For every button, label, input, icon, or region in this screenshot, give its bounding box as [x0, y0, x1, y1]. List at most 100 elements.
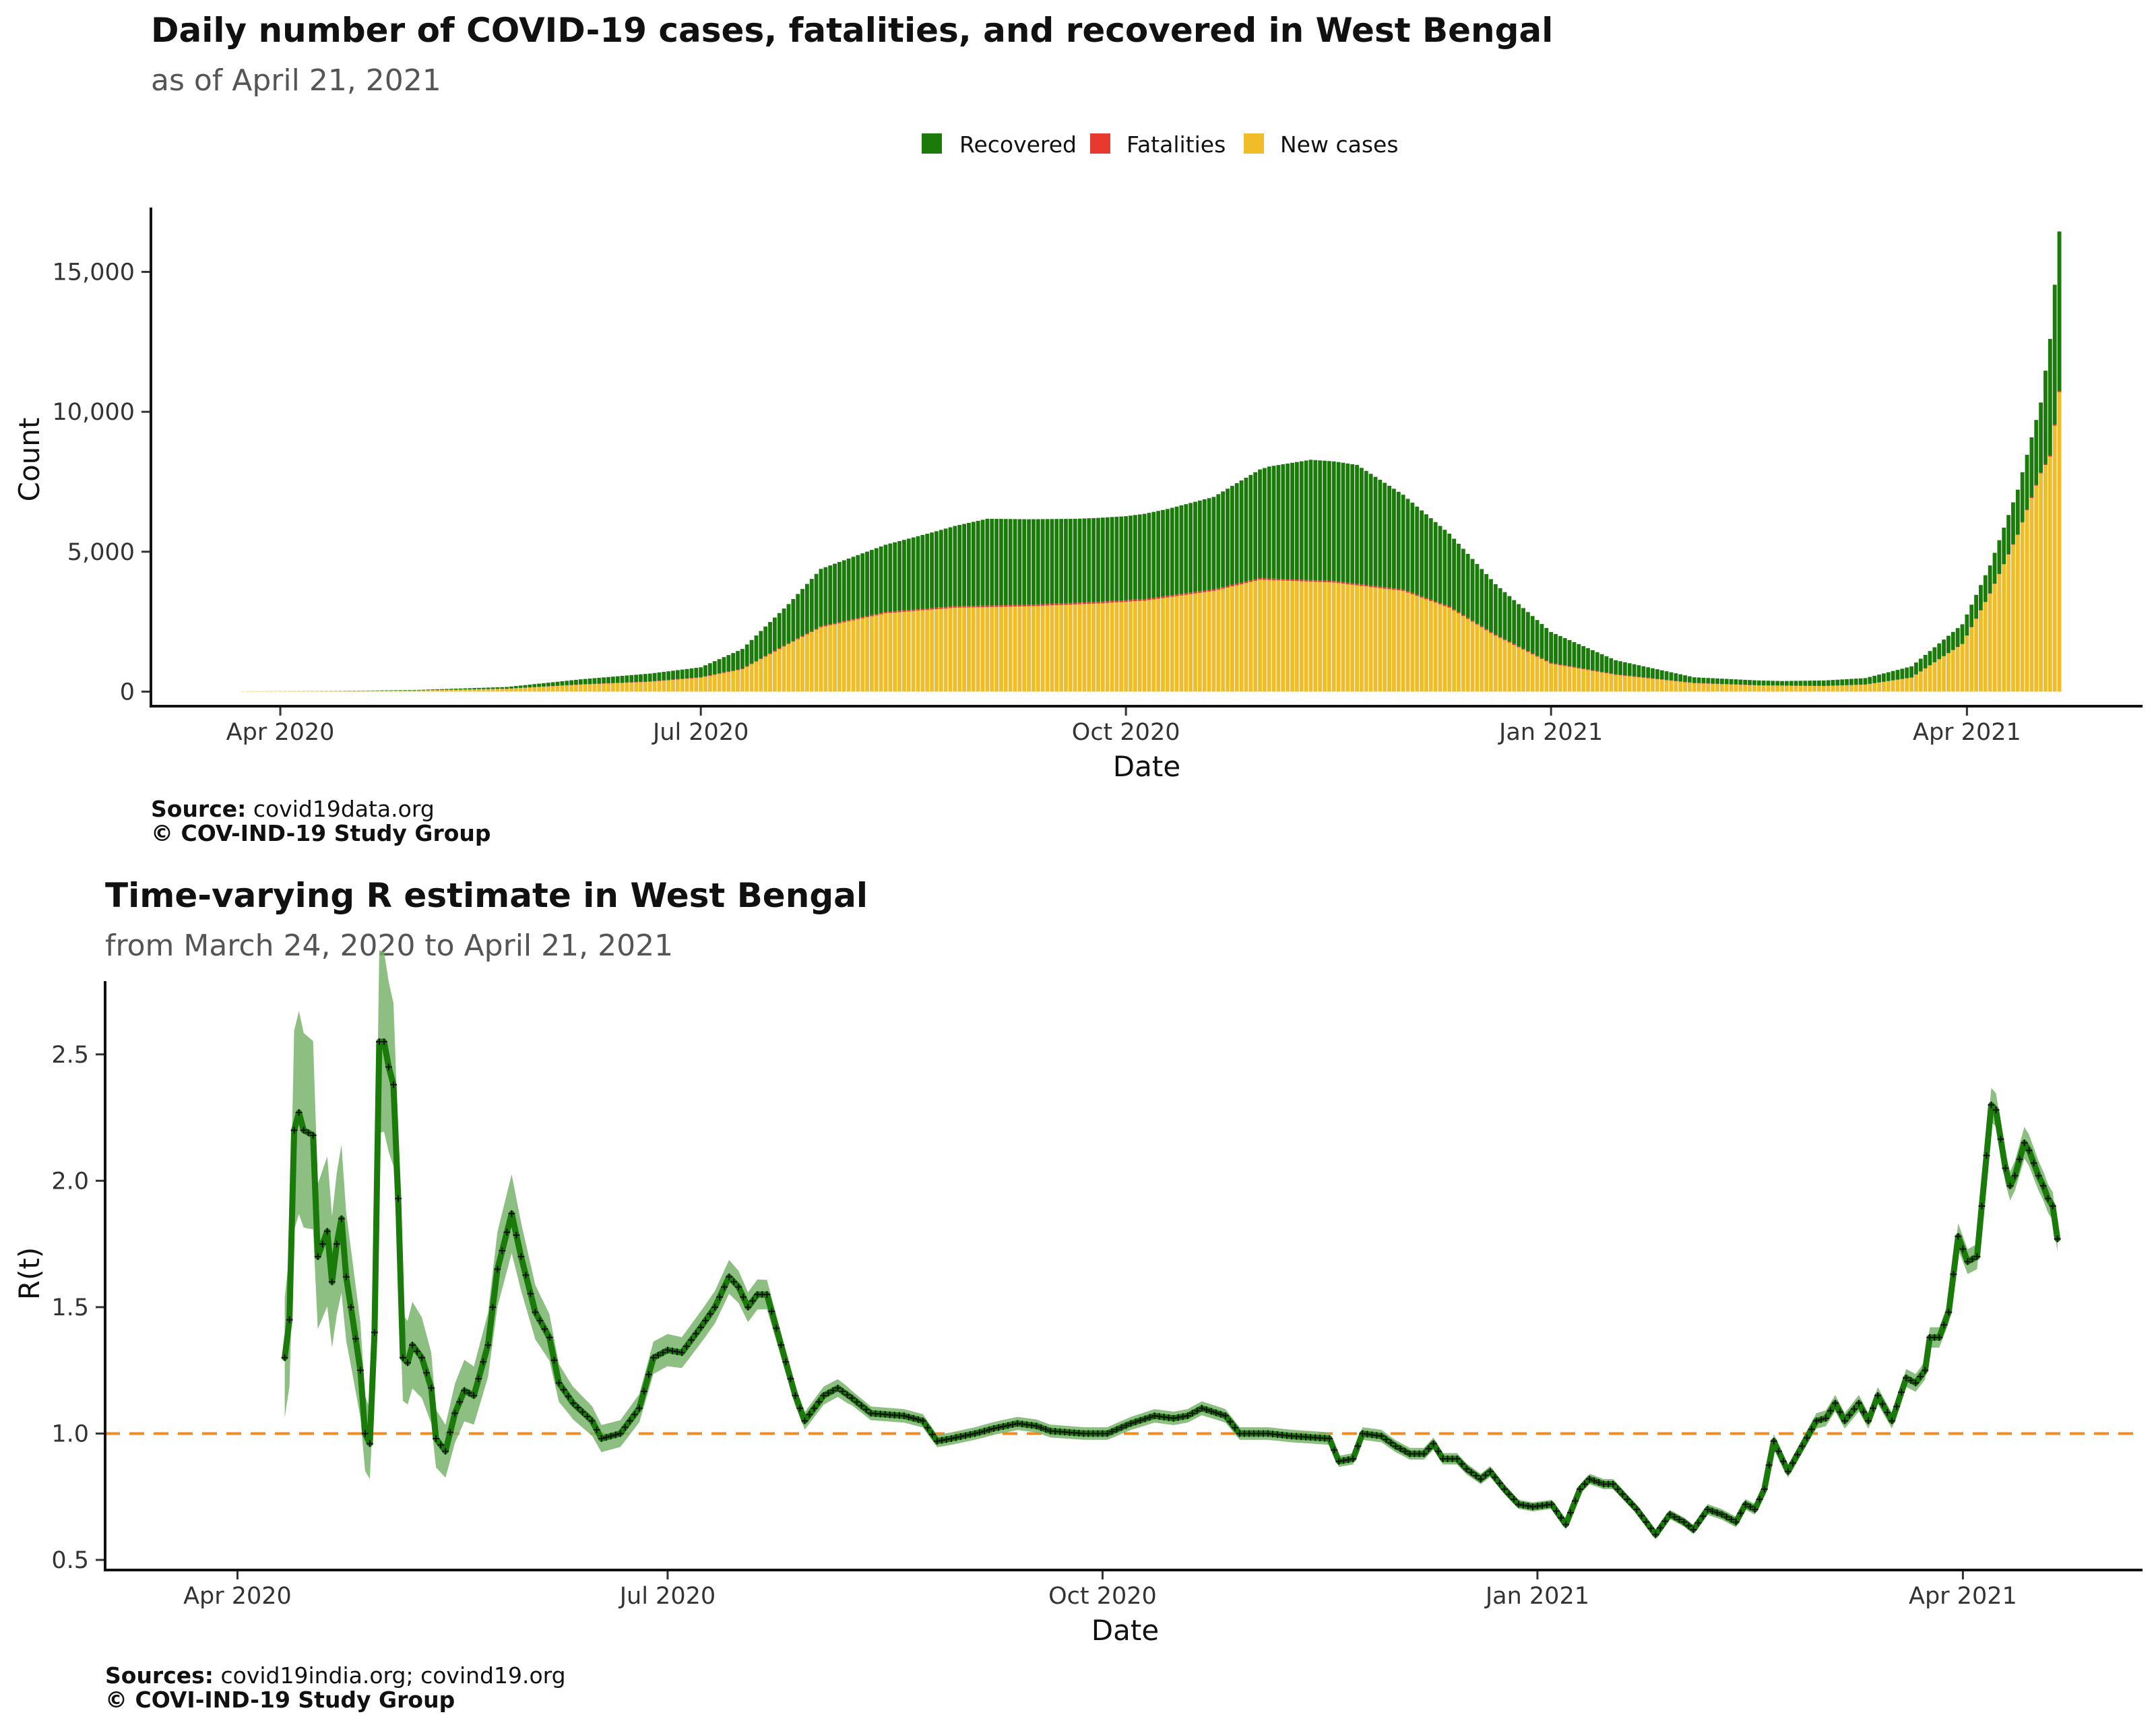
cases-bar-group — [1882, 673, 1886, 692]
bar-new-cases — [1480, 627, 1484, 692]
cases-bar-group — [1420, 510, 1424, 692]
cases-bar-group — [796, 594, 800, 692]
cases-bar-group — [1161, 509, 1165, 692]
r-point-marker — [1746, 1503, 1754, 1511]
bar-recovered — [1475, 563, 1480, 623]
cases-bar-group — [703, 665, 707, 692]
bar-recovered — [939, 530, 943, 608]
bar-new-cases — [421, 690, 426, 692]
bar-recovered — [976, 520, 980, 606]
bar-new-cases — [1637, 677, 1641, 692]
bar-recovered — [768, 622, 772, 654]
cases-bar-group — [1059, 519, 1064, 692]
bar-new-cases — [888, 613, 893, 692]
bar-recovered — [1914, 662, 1918, 675]
bar-recovered — [625, 675, 629, 683]
r-point-marker — [1870, 1404, 1877, 1412]
bar-fatalities — [953, 606, 957, 608]
cases-bar-group — [588, 679, 592, 692]
r-point-marker — [466, 1389, 473, 1397]
bar-recovered — [1886, 672, 1891, 681]
bar-fatalities — [1170, 595, 1174, 597]
r-point-marker — [1950, 1271, 1957, 1278]
r-point-marker — [1964, 1258, 1971, 1265]
r-point-marker — [1973, 1253, 1981, 1260]
bar-new-cases — [1599, 672, 1604, 692]
bar-recovered — [1637, 665, 1641, 677]
r-point-marker — [820, 1392, 827, 1400]
bar-new-cases — [1036, 606, 1040, 692]
bar-fatalities — [1378, 586, 1383, 588]
bar-recovered — [1036, 519, 1040, 604]
bar-new-cases — [486, 689, 490, 692]
r-point-marker — [1558, 1514, 1564, 1522]
bar-recovered — [1535, 620, 1540, 656]
bar-new-cases — [1641, 677, 1646, 692]
cases-bar-group — [754, 635, 759, 692]
cases-bar-group — [647, 673, 652, 692]
cases-bar-group — [1156, 511, 1161, 692]
bar-fatalities — [967, 606, 971, 608]
cases-bar-group — [629, 675, 634, 692]
r-point-marker — [910, 1414, 917, 1422]
bar-recovered — [1345, 463, 1350, 583]
cases-bar-group — [1960, 624, 1965, 692]
cases-bar-group — [1428, 518, 1433, 692]
bar-fatalities — [726, 671, 731, 672]
bar-recovered — [1622, 662, 1627, 676]
x-tick-label: Apr 2021 — [1913, 719, 2021, 746]
r-point-marker — [990, 1424, 998, 1432]
bar-new-cases — [856, 619, 860, 692]
bar-recovered — [1517, 604, 1521, 647]
bar-new-cases — [828, 625, 833, 692]
cases-bar-group — [255, 691, 259, 692]
r-point-marker — [389, 1081, 397, 1088]
r-point-marker — [1005, 1422, 1012, 1429]
cases-bar-group — [883, 544, 888, 692]
r-point-marker — [400, 1354, 407, 1361]
bar-recovered — [1697, 677, 1701, 683]
cases-bar-group — [1442, 530, 1447, 692]
bar-fatalities — [1549, 662, 1554, 664]
cases-bar-group — [1438, 526, 1442, 692]
bar-recovered — [1221, 491, 1226, 588]
bar-fatalities — [2025, 509, 2029, 511]
cases-bar-group — [1318, 460, 1323, 692]
cases-bar-group — [1461, 548, 1465, 692]
bar-recovered — [1756, 680, 1761, 685]
bar-new-cases — [602, 683, 606, 692]
r-point-marker — [844, 1391, 851, 1398]
cases-bar-group — [408, 689, 412, 692]
r-point-marker — [668, 1347, 676, 1354]
bar-fatalities — [879, 613, 883, 615]
bar-fatalities — [1604, 672, 1609, 674]
bar-fatalities — [1586, 669, 1590, 670]
cases-bar-group — [269, 691, 274, 692]
cases-bar-group — [403, 690, 408, 692]
bar-new-cases — [2006, 554, 2011, 692]
cases-bar-group — [560, 681, 565, 692]
bar-new-cases — [1276, 580, 1281, 692]
bar-recovered — [1401, 495, 1405, 590]
bar-fatalities — [1003, 605, 1008, 607]
cases-bar-group — [416, 689, 421, 692]
cases-bar-group — [1013, 519, 1017, 692]
bar-new-cases — [1798, 685, 1803, 692]
r-point-marker — [1038, 1424, 1045, 1431]
bar-new-cases — [1313, 582, 1318, 692]
r-point-marker — [839, 1387, 846, 1395]
bar-new-cases — [1960, 644, 1965, 692]
bar-fatalities — [647, 681, 652, 682]
r-point-marker — [1652, 1531, 1659, 1538]
bar-new-cases — [403, 690, 408, 692]
bar-new-cases — [1489, 633, 1493, 692]
r-point-marker — [418, 1354, 426, 1361]
bar-recovered — [1872, 675, 1877, 683]
bar-fatalities — [1129, 600, 1133, 602]
cases-bar-group — [1775, 681, 1780, 692]
bar-fatalities — [980, 605, 985, 608]
bar-new-cases — [319, 691, 324, 692]
bar-recovered — [1489, 579, 1493, 632]
bar-new-cases — [1512, 645, 1517, 692]
